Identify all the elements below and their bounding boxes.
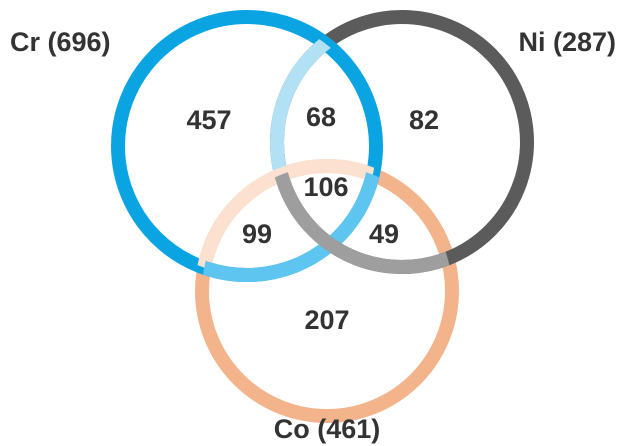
ni-co-count: 49 [369,219,399,249]
cr-set-label: Cr (696) [10,27,111,57]
cr-co-count: 99 [242,219,272,249]
cr-ni-co-count: 106 [303,172,348,202]
ni-only-count: 82 [409,105,439,135]
cr-only-count: 457 [186,105,231,135]
co-only-count: 207 [304,305,349,335]
co-set-label: Co (461) [274,414,381,444]
cr-ni-count: 68 [306,102,336,132]
ni-set-label: Ni (287) [518,27,616,57]
